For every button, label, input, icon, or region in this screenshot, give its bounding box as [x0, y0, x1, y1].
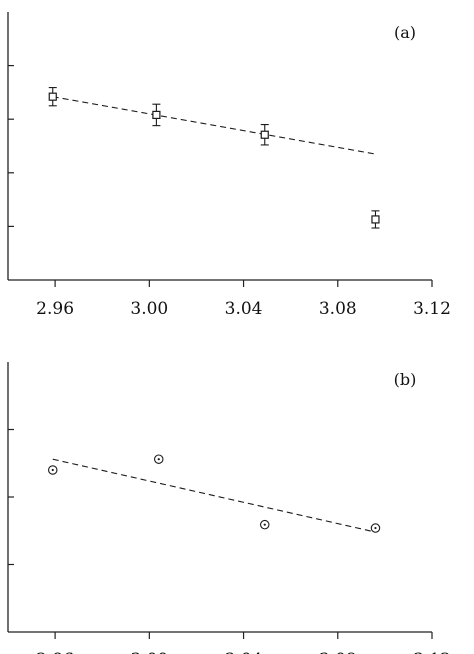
x-tick-label: 3.12 [413, 650, 451, 654]
panel-label: (a) [394, 23, 416, 42]
chart-panel-b: 2.96 3.00 3.04 3.08 3.12 (b) [7, 362, 451, 654]
data-point-center [263, 523, 266, 526]
fit-line [52, 458, 376, 533]
chart-panel-a: 2.96 3.00 3.04 3.08 3.12 (a) [7, 12, 451, 319]
data-point [48, 92, 57, 101]
data-point-center [51, 468, 54, 472]
data-point-center [374, 526, 377, 530]
x-tick-label: 3.00 [130, 650, 168, 654]
data-point [152, 110, 161, 120]
x-tick-label: 2.96 [36, 299, 74, 319]
x-tick-label: 3.04 [225, 650, 263, 654]
x-tick-label: 2.96 [36, 650, 74, 654]
x-tick-label: 3.08 [319, 650, 357, 654]
data-point [260, 130, 269, 139]
data-point-center [157, 458, 160, 461]
x-tick-label: 3.04 [225, 299, 263, 319]
x-tick-label: 3.00 [130, 299, 168, 319]
fit-line [52, 96, 376, 155]
panel-label: (b) [394, 370, 417, 389]
x-tick-label: 3.12 [413, 299, 451, 319]
data-point [371, 215, 380, 224]
x-tick-label: 3.08 [319, 299, 357, 319]
